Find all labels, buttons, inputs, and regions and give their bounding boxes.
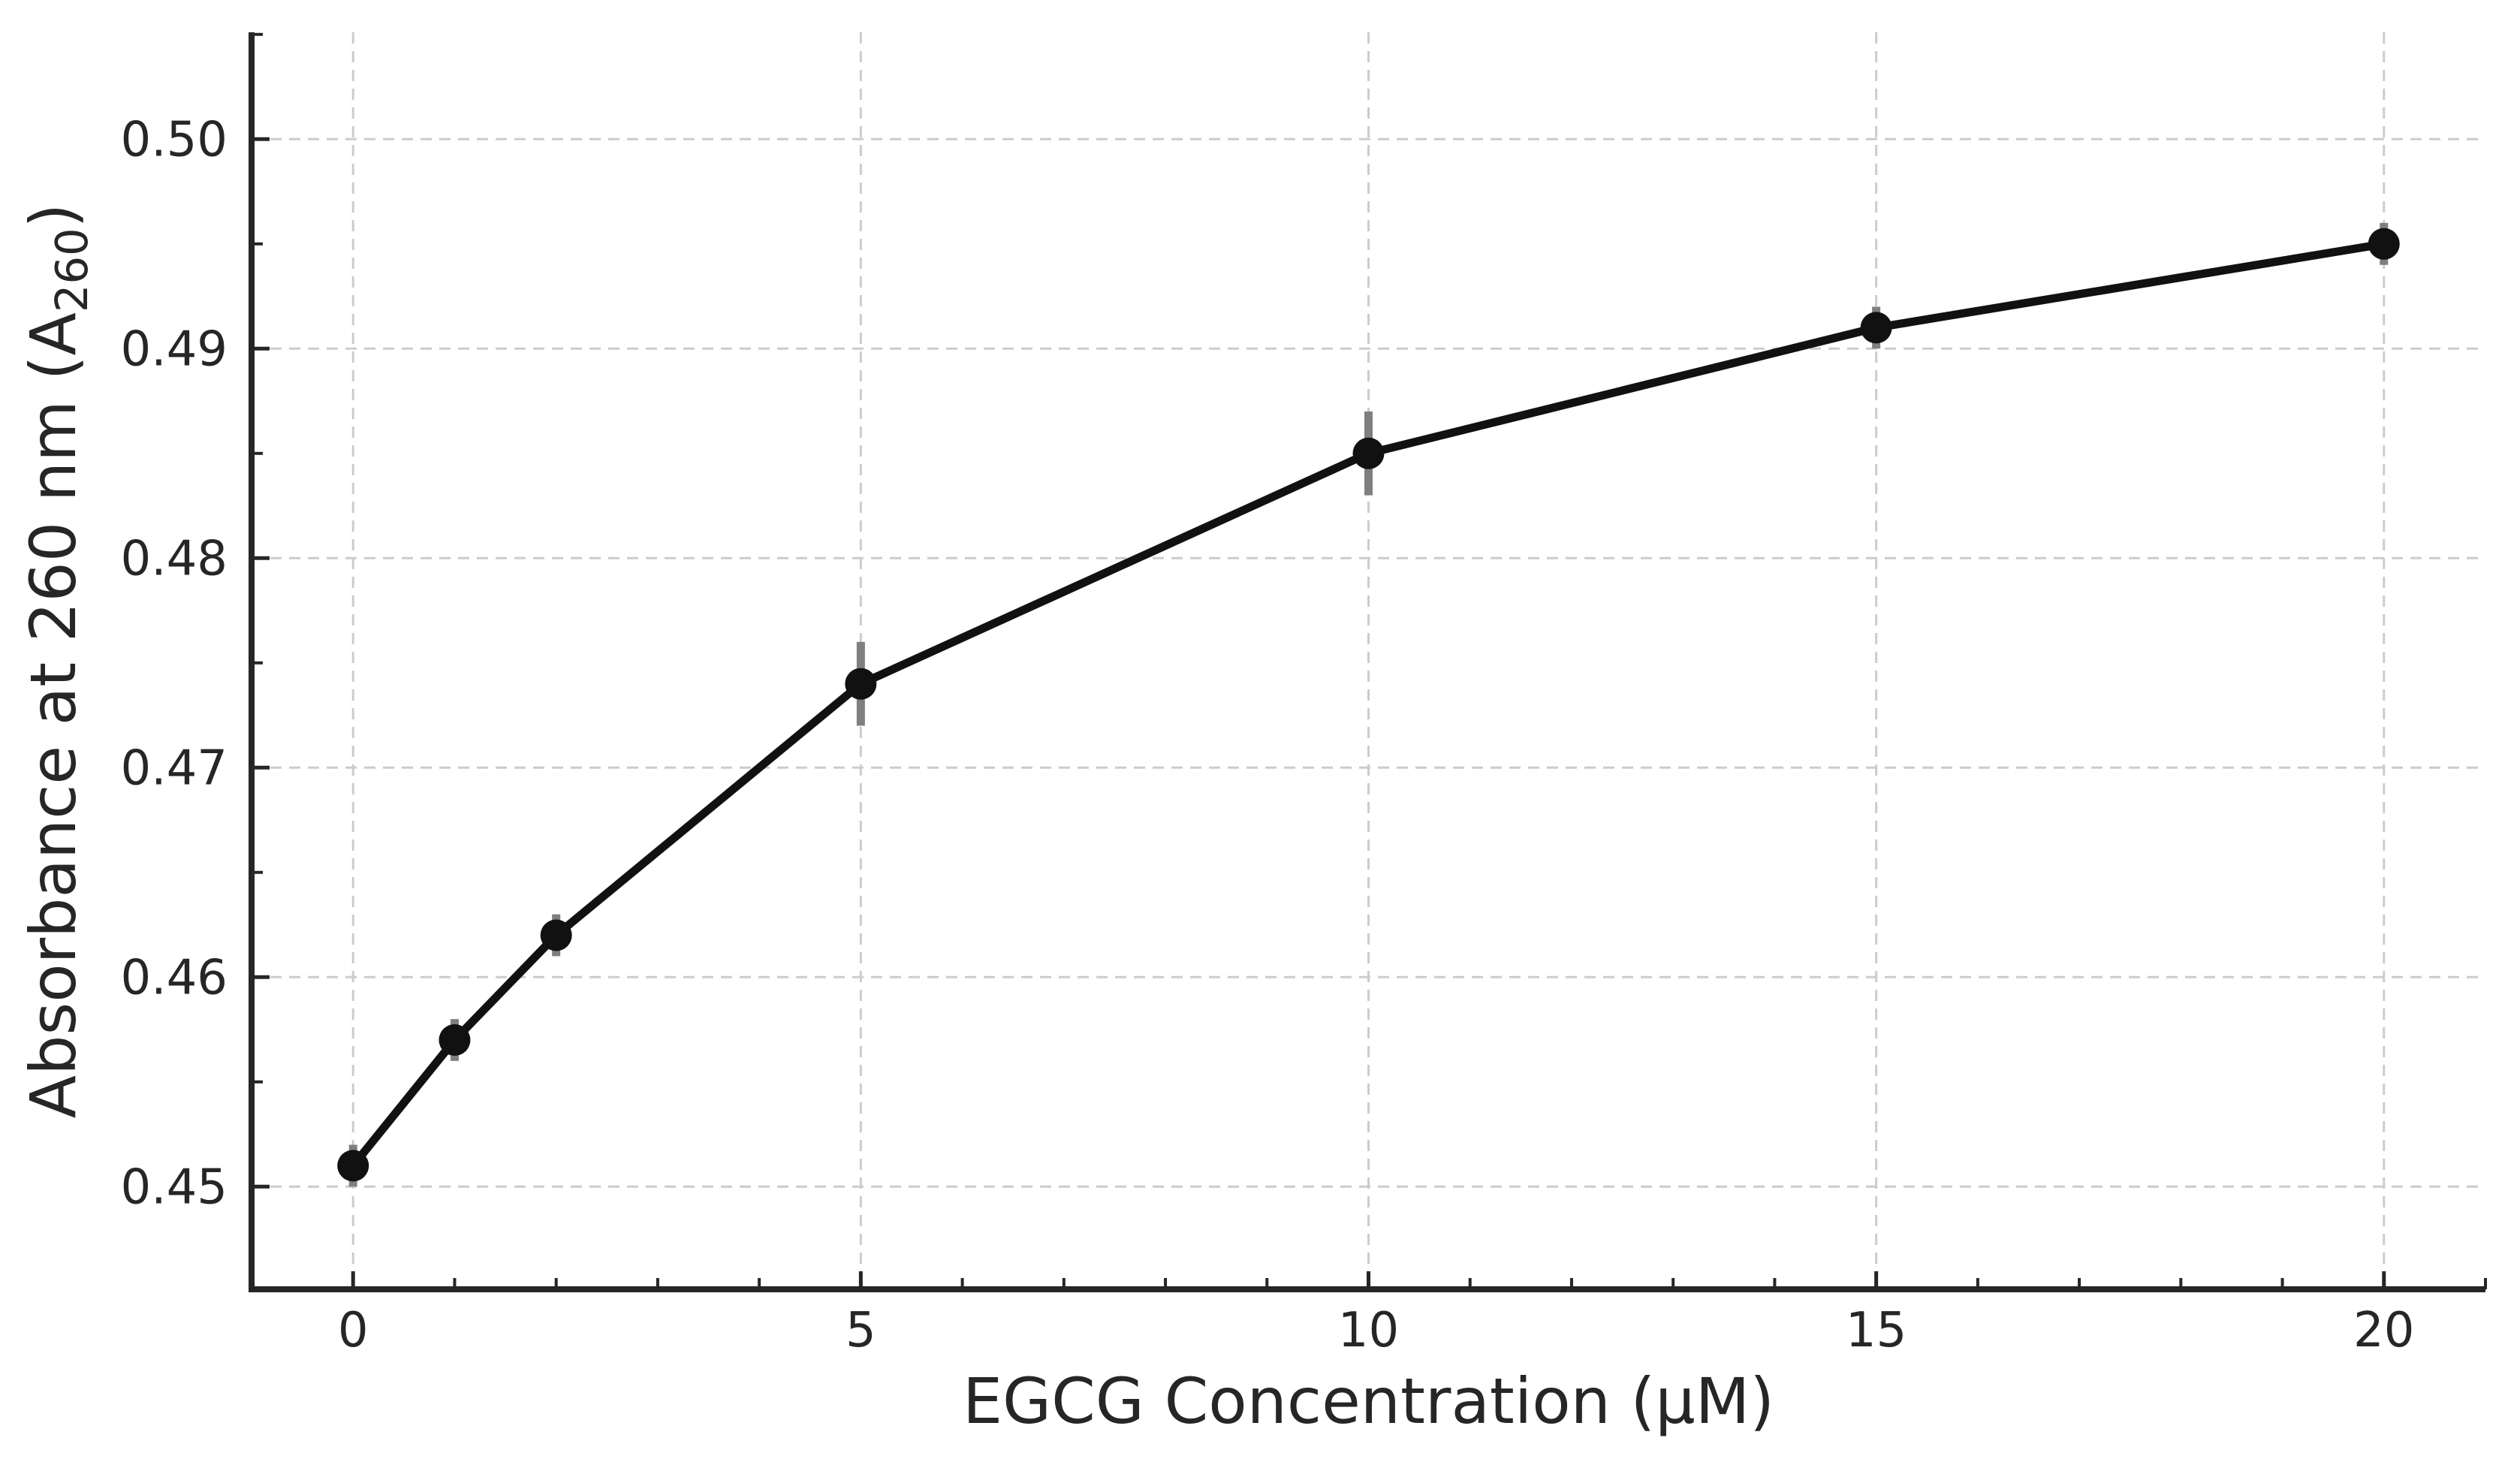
axis-ticks <box>250 32 2487 1289</box>
data-point-3 <box>845 668 877 700</box>
data-point-2 <box>540 919 572 951</box>
x-tick-label-10: 10 <box>1338 1303 1399 1358</box>
axis-spines <box>249 32 2485 1292</box>
y-tick-label-0.45: 0.45 <box>121 1160 228 1216</box>
y-tick-label-0.49: 0.49 <box>121 322 228 378</box>
gridlines <box>252 32 2485 1289</box>
y-tick-label-0.47: 0.47 <box>121 741 228 797</box>
y-tick-label-0.46: 0.46 <box>121 951 228 1006</box>
y-tick-label-0.50: 0.50 <box>121 113 228 168</box>
x-tick-label-15: 15 <box>1846 1303 1907 1358</box>
y-tick-label-0.48: 0.48 <box>121 532 228 587</box>
data-point-0 <box>337 1150 369 1182</box>
x-tick-label-5: 5 <box>846 1303 876 1358</box>
error-bars <box>348 222 2389 1187</box>
tick-labels: 0.45 0.46 0.47 0.48 0.49 0.50 0 5 10 15 20 <box>121 113 2415 1358</box>
x-tick-label-20: 20 <box>2353 1303 2414 1358</box>
data-point-1 <box>439 1023 471 1056</box>
data-point-6 <box>2368 228 2400 260</box>
y-axis-label: Absorbance at 260 nm (A260) <box>17 203 98 1119</box>
data-series <box>337 228 2400 1182</box>
x-tick-label-0: 0 <box>338 1303 369 1358</box>
data-point-4 <box>1352 437 1385 469</box>
data-point-5 <box>1860 312 1892 344</box>
x-axis-label: EGCG Concentration (μM) <box>963 1364 1774 1438</box>
